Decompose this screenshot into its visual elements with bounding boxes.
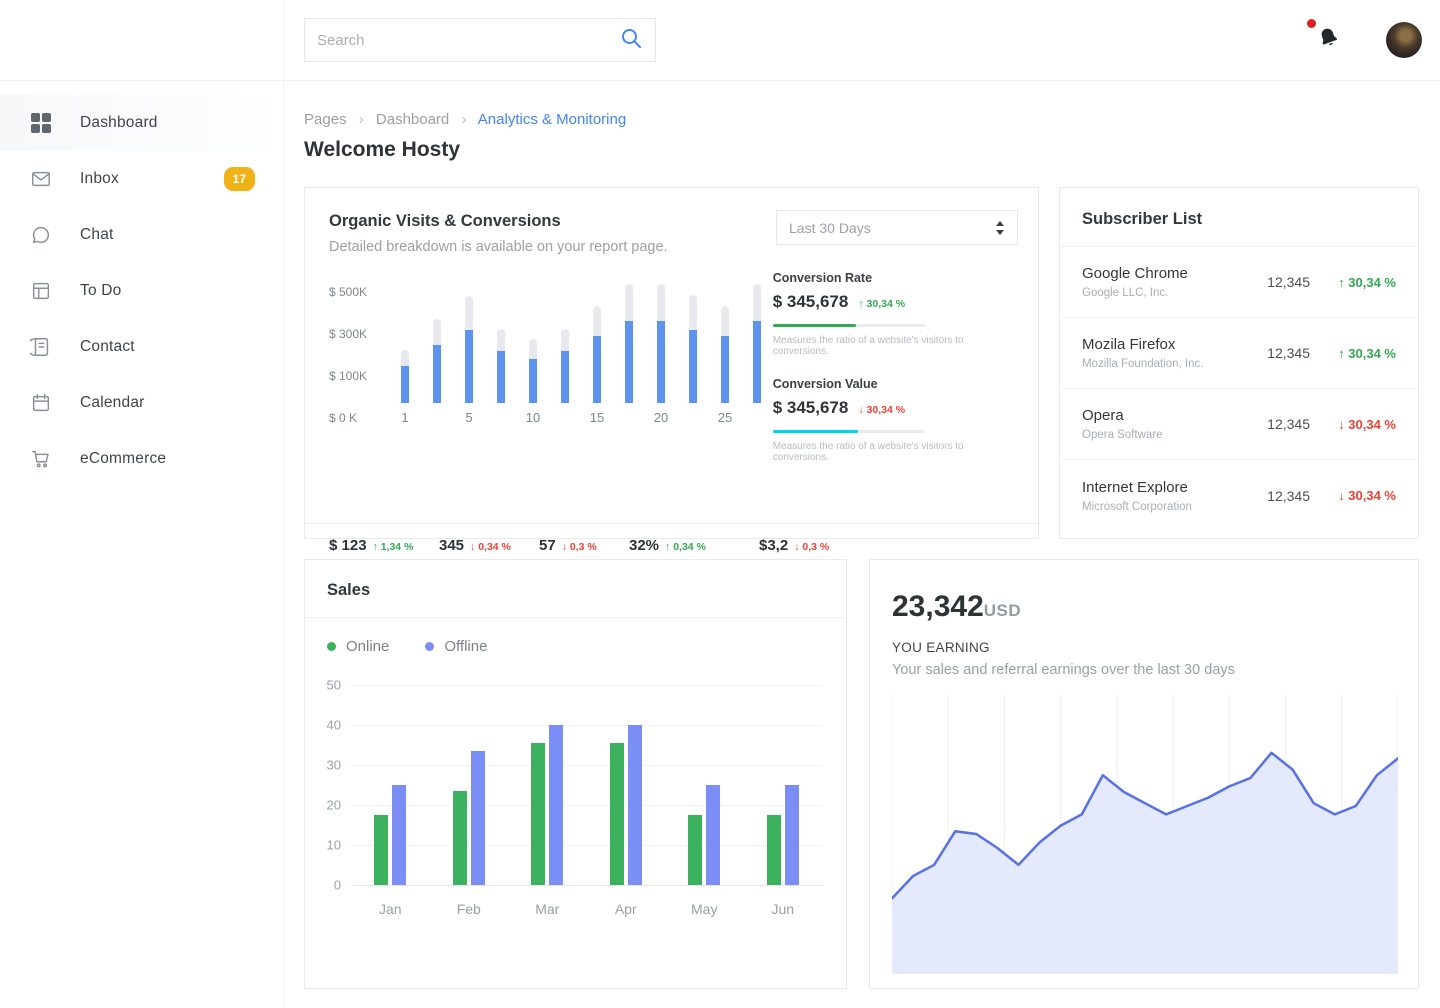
sidebar: Dashboard Inbox 17 Chat To Do Contact Calendar…	[0, 0, 284, 1008]
metric-conversion-value: Conversion Value $ 345,678 ↓ 30,34 % Measur…	[772, 377, 964, 463]
mail-icon	[30, 168, 52, 190]
subscriber-row: Google Chrome Google LLC, Inc. 12,345 ↑ 30,…	[1060, 247, 1418, 318]
breadcrumb: Pages › Dashboard › Analytics & Monitori…	[304, 111, 627, 128]
legend-dot	[425, 642, 435, 651]
calendar-icon	[30, 392, 52, 414]
change-indicator: ↓ 0,3 %	[794, 541, 830, 553]
change-indicator: ↓ 30,34 %	[1338, 416, 1396, 432]
logo	[0, 0, 283, 81]
change-indicator: ↓ 30,34 %	[1338, 488, 1396, 503]
organic-bar-chart: $ 500K $ 300K $ 100K $ 0 K 1 5 10 15 20 25	[329, 281, 773, 431]
topbar	[284, 0, 1440, 81]
subscriber-rows: Google Chrome Google LLC, Inc. 12,345 ↑ 30,…	[1060, 247, 1418, 531]
bar-group-may	[665, 685, 744, 885]
subscriber-row: Opera Opera Software 12,345 ↓ 30,34 %	[1060, 389, 1418, 460]
change-indicator: ↑ 0,34 %	[665, 541, 706, 553]
sidebar-item-inbox[interactable]: Inbox 17	[0, 151, 283, 207]
search-input[interactable]	[317, 31, 619, 49]
contact-icon	[30, 336, 52, 358]
notification-bell-icon[interactable]	[1307, 19, 1340, 54]
notification-dot	[1307, 19, 1316, 28]
breadcrumb-current[interactable]: Analytics & Monitoring	[477, 111, 627, 128]
sidebar-item-dashboard[interactable]: Dashboard	[0, 95, 283, 151]
bar-group-mar	[508, 685, 587, 885]
card-subtitle: Detailed breakdown is available on your …	[329, 239, 668, 255]
metric-progress-bar	[772, 430, 925, 433]
change-indicator: ↓ 0,3 %	[561, 541, 597, 553]
unread-count-badge: 17	[223, 167, 255, 191]
sales-chart-yaxis: 0 10 20 30 40 50	[326, 677, 341, 893]
metric-conversion-rate: Conversion Rate $ 345,678 ↑ 30,34 % Measure…	[772, 271, 964, 357]
sidebar-item-to-do[interactable]: To Do	[0, 263, 283, 319]
sidebar-item-calendar[interactable]: Calendar	[0, 375, 283, 431]
earnings-subtitle: Your sales and referral earnings over th…	[892, 662, 1235, 678]
bar-group-jan	[351, 685, 430, 885]
conversion-metrics: Conversion Rate $ 345,678 ↑ 30,34 % Measure…	[772, 271, 1014, 483]
subscriber-row: Mozila Firefox Mozilla Foundation, Inc. 12…	[1060, 318, 1418, 389]
subscriber-list-card: Subscriber List Google Chrome Google LLC,…	[1059, 187, 1419, 539]
sales-card: Sales Online Offline 0 10 20 30 40 50 Jan Feb Ma…	[304, 559, 847, 989]
bar-group-apr	[587, 685, 666, 885]
grid-icon	[30, 112, 52, 134]
change-indicator: ↑ 30,34 %	[1338, 274, 1396, 290]
sales-bar-chart: 0 10 20 30 40 50 Jan Feb Mar Apr May Jun	[321, 677, 823, 917]
card-title: Subscriber List	[1060, 188, 1418, 247]
chat-icon	[30, 224, 52, 246]
card-title: Organic Visits & Conversions	[329, 212, 561, 230]
earnings-label: YOU EARNING	[892, 640, 990, 655]
bar-group-jun	[744, 685, 823, 885]
legend-online[interactable]: Online	[327, 638, 389, 655]
change-indicator: ↓ 30,34 %	[858, 404, 906, 416]
sales-chart-xlabels: Jan Feb Mar Apr May Jun	[378, 901, 795, 917]
page-title: Welcome Hosty	[304, 138, 460, 161]
change-indicator: ↑ 30,34 %	[858, 298, 906, 310]
date-range-select[interactable]: Last 30 Days	[776, 210, 1018, 245]
card-title: Sales	[305, 560, 846, 618]
select-arrows-icon	[996, 220, 1004, 235]
bar-group-feb	[430, 685, 509, 885]
legend-dot	[327, 642, 336, 651]
earnings-card: 23,342USD YOU EARNING Your sales and ref…	[869, 559, 1419, 989]
breadcrumb-dashboard[interactable]: Dashboard	[375, 111, 450, 128]
change-indicator: ↑ 30,34 %	[1338, 345, 1396, 361]
user-avatar[interactable]	[1386, 22, 1422, 58]
metric-progress-bar	[772, 324, 925, 327]
search-icon[interactable]	[619, 26, 643, 55]
organic-visits-card: Organic Visits & Conversions Detailed br…	[304, 187, 1039, 574]
sidebar-item-contact[interactable]: Contact	[0, 319, 283, 375]
search-box	[304, 18, 656, 62]
earnings-area-chart	[890, 694, 1400, 976]
legend-offline[interactable]: Offline	[425, 638, 487, 655]
earnings-currency: USD	[983, 601, 1022, 620]
todo-icon	[30, 280, 52, 302]
sales-legend: Online Offline	[305, 618, 846, 655]
sidebar-item-chat[interactable]: Chat	[0, 207, 283, 263]
sidebar-item-ecommerce[interactable]: eCommerce	[0, 431, 283, 487]
cart-icon	[30, 448, 52, 470]
sidebar-nav: Dashboard Inbox 17 Chat To Do Contact Calendar…	[0, 81, 283, 487]
organic-chart-plot	[395, 284, 767, 403]
breadcrumb-pages[interactable]: Pages	[304, 111, 347, 128]
change-indicator: ↑ 1,34 %	[372, 541, 414, 553]
subscriber-row: Internet Explore Microsoft Corporation 12,…	[1082, 478, 1396, 513]
change-indicator: ↓ 0,34 %	[470, 541, 511, 553]
sales-chart-plot	[351, 685, 823, 886]
earnings-amount: 23,342USD	[892, 590, 1022, 623]
